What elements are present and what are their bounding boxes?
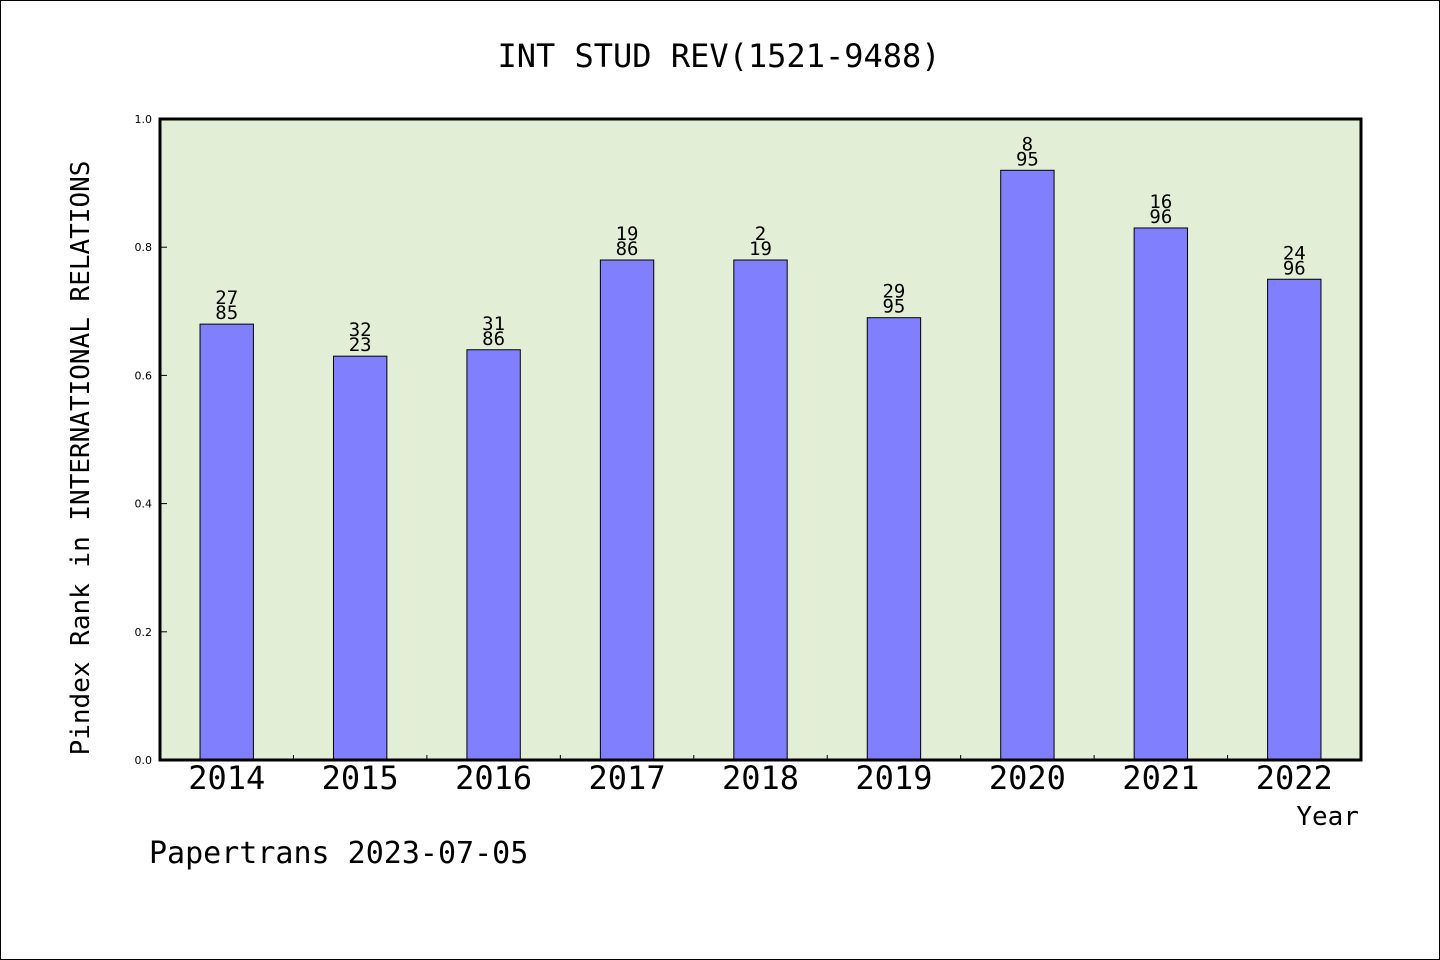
- x-tick-label: 2016: [455, 759, 532, 797]
- data-label-total: 23: [349, 334, 372, 356]
- bar-2015: [332, 355, 388, 761]
- x-tick-label: 2017: [589, 759, 666, 797]
- y-tick-label: 0.4: [135, 498, 153, 511]
- y-tick-label: 1.0: [135, 113, 153, 126]
- y-tick-label: 0.0: [135, 754, 153, 767]
- bar-2020: [1000, 169, 1055, 761]
- data-label-rank: 29: [882, 281, 905, 303]
- x-tick-label: 2014: [188, 759, 265, 797]
- bar-2019: [866, 317, 922, 761]
- data-label-rank: 31: [482, 313, 505, 335]
- chart-title: INT STUD REV(1521-9488): [497, 37, 940, 75]
- data-label-rank: 32: [349, 319, 372, 341]
- bar-2021: [1133, 227, 1189, 761]
- data-label-total: 86: [482, 328, 505, 350]
- y-tick-label: 0.2: [135, 626, 153, 639]
- data-label-rank: 2: [755, 223, 766, 245]
- x-tick-label: 2015: [322, 759, 399, 797]
- data-label-total: 96: [1149, 206, 1172, 228]
- x-tick-label: 2019: [855, 759, 932, 797]
- data-label-rank: 27: [215, 287, 238, 309]
- data-label-total: 86: [616, 238, 639, 260]
- y-tick-label: 0.6: [135, 369, 153, 382]
- x-axis-ticks: 2014 2015 2016 2017 2018 2019 2020 2021 2022: [188, 755, 1333, 797]
- y-tick-label: 0.8: [135, 241, 153, 254]
- bar-2018: [733, 259, 788, 761]
- bar-2017: [599, 259, 655, 761]
- x-tick-label: 2021: [1122, 759, 1199, 797]
- data-label-total: 96: [1283, 257, 1306, 279]
- x-tick-label: 2020: [989, 759, 1066, 797]
- bar-2022: [1267, 278, 1322, 761]
- data-label-total: 95: [1016, 148, 1039, 170]
- data-label-rank: 8: [1022, 133, 1033, 155]
- x-tick-label: 2018: [722, 759, 799, 797]
- bars: [199, 169, 1322, 761]
- x-axis-label: Year: [1296, 802, 1359, 832]
- plot-border: [158, 117, 1363, 762]
- data-label-total: 19: [749, 238, 772, 260]
- data-label-rank: 16: [1149, 191, 1172, 213]
- bar-2016: [466, 349, 521, 761]
- footer-text: Papertrans 2023-07-05: [149, 836, 528, 871]
- data-label-rank: 24: [1283, 242, 1306, 264]
- bar-2014: [199, 323, 254, 761]
- y-axis-label: Pindex Rank in INTERNATIONAL RELATIONS: [66, 161, 96, 756]
- data-label-rank: 19: [616, 223, 639, 245]
- data-label-total: 85: [215, 302, 238, 324]
- x-tick-label: 2022: [1256, 759, 1333, 797]
- data-label-total: 95: [882, 296, 905, 318]
